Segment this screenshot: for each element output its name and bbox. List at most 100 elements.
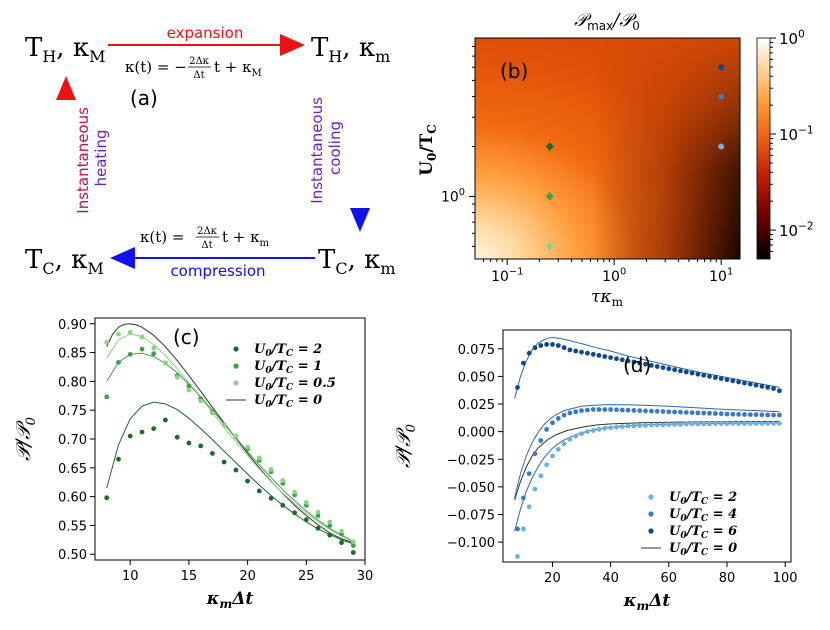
cooling-arrowhead: [350, 208, 370, 232]
heatmap-ytick-label-base: 10: [441, 189, 459, 205]
data-point: [759, 421, 765, 426]
legend-label-sub2: C: [701, 497, 709, 507]
ytick-label: 0.65: [58, 462, 87, 477]
data-point: [163, 417, 168, 423]
data-point: [736, 421, 741, 426]
data-point: [555, 416, 561, 421]
legend-label: U0/TC = 0.5: [254, 376, 336, 393]
legend-label-sub1: 0: [680, 531, 687, 541]
colorbar-tick-label: 10−1: [779, 124, 814, 144]
data-point: [532, 345, 538, 351]
data-point: [579, 349, 584, 355]
data-point: [116, 360, 121, 365]
data-point: [747, 381, 753, 387]
data-point: [315, 513, 321, 518]
data-point: [689, 410, 695, 415]
heatmap-frame: [474, 37, 741, 260]
xtick-label: 80: [719, 571, 736, 586]
x-axis-label-rest: Δt: [648, 591, 670, 611]
compression-label: compression: [170, 262, 265, 280]
data-point: [643, 423, 648, 428]
heatmap-ytick-label-exp: 0: [459, 187, 465, 198]
legend-marker: [233, 380, 239, 386]
heatmap-marker-circle: [718, 64, 725, 71]
data-point: [327, 532, 333, 538]
data-point: [596, 353, 602, 358]
data-point: [695, 371, 701, 377]
data-point: [292, 489, 297, 495]
panel-label: (c): [173, 325, 200, 349]
data-point: [104, 394, 110, 400]
data-point: [718, 376, 724, 381]
data-point: [701, 410, 707, 416]
data-point: [742, 421, 747, 426]
data-point: [561, 345, 567, 351]
data-point: [139, 334, 145, 340]
colorbar-tick-label-exp: 0: [798, 28, 805, 40]
data-point: [596, 427, 602, 432]
data-point: [625, 358, 631, 364]
data-point: [174, 374, 180, 380]
data-point: [649, 408, 654, 414]
expansion-formula-rest: t + κM: [214, 58, 262, 79]
ytick-label: −0.050: [447, 481, 495, 496]
data-point: [631, 408, 637, 413]
fit-curve: [106, 333, 354, 543]
x-axis-label-rest: Δt: [231, 589, 253, 609]
data-point: [602, 354, 608, 359]
legend-label-sub2: C: [286, 349, 294, 359]
data-point: [649, 363, 654, 368]
data-point: [654, 408, 660, 414]
data-point: [707, 410, 712, 416]
data-point: [701, 421, 707, 427]
data-point: [602, 425, 608, 431]
data-point: [268, 467, 274, 472]
data-point: [526, 471, 532, 476]
data-point: [280, 478, 286, 483]
legend-label-b: /T: [685, 524, 703, 539]
data-point: [672, 422, 677, 427]
data-point: [573, 409, 579, 415]
data-point: [532, 451, 538, 457]
expansion-arrowhead: [280, 34, 305, 56]
xtick-label: 20: [544, 571, 561, 586]
ytick-label: −0.025: [447, 453, 495, 468]
colorbar-tick-label-base: 10: [779, 30, 798, 48]
legend-marker: [648, 528, 654, 534]
data-point: [689, 421, 695, 427]
data-point: [544, 427, 549, 432]
data-point: [596, 407, 602, 412]
heatmap-marker-circle: [718, 93, 725, 100]
legend-label-a: U: [254, 376, 266, 391]
expansion-formula-num: 2Δκ: [189, 56, 210, 67]
data-point: [127, 330, 133, 335]
data-point: [771, 386, 776, 391]
panel-label: (d): [623, 353, 651, 377]
ytick-label: 0.70: [58, 433, 87, 448]
legend-label-b: /T: [685, 490, 703, 505]
data-point: [555, 343, 561, 348]
data-point: [104, 495, 110, 501]
ytick-label: 0.075: [458, 343, 495, 358]
compression-formula-den: Δt: [201, 240, 212, 251]
fit-curve: [106, 401, 354, 545]
heatmap-xlabel: τκm: [591, 287, 624, 309]
data-point: [713, 421, 718, 427]
data-point: [521, 495, 526, 501]
data-point: [544, 342, 549, 347]
data-point: [139, 429, 145, 435]
data-point: [747, 421, 753, 426]
data-point: [350, 539, 356, 544]
data-point: [550, 453, 555, 459]
ytick-label: 0.85: [58, 347, 87, 362]
legend-label-b: /T: [270, 359, 288, 374]
data-point: [765, 421, 771, 426]
data-point: [660, 422, 666, 428]
data-point: [526, 504, 532, 510]
y-axis-label-sub: 0: [24, 417, 39, 425]
ytick-label: 0.90: [58, 318, 87, 333]
fit-curve: [106, 323, 354, 544]
data-point: [198, 398, 204, 404]
fit-curve: [514, 422, 780, 532]
data-point: [608, 407, 613, 412]
